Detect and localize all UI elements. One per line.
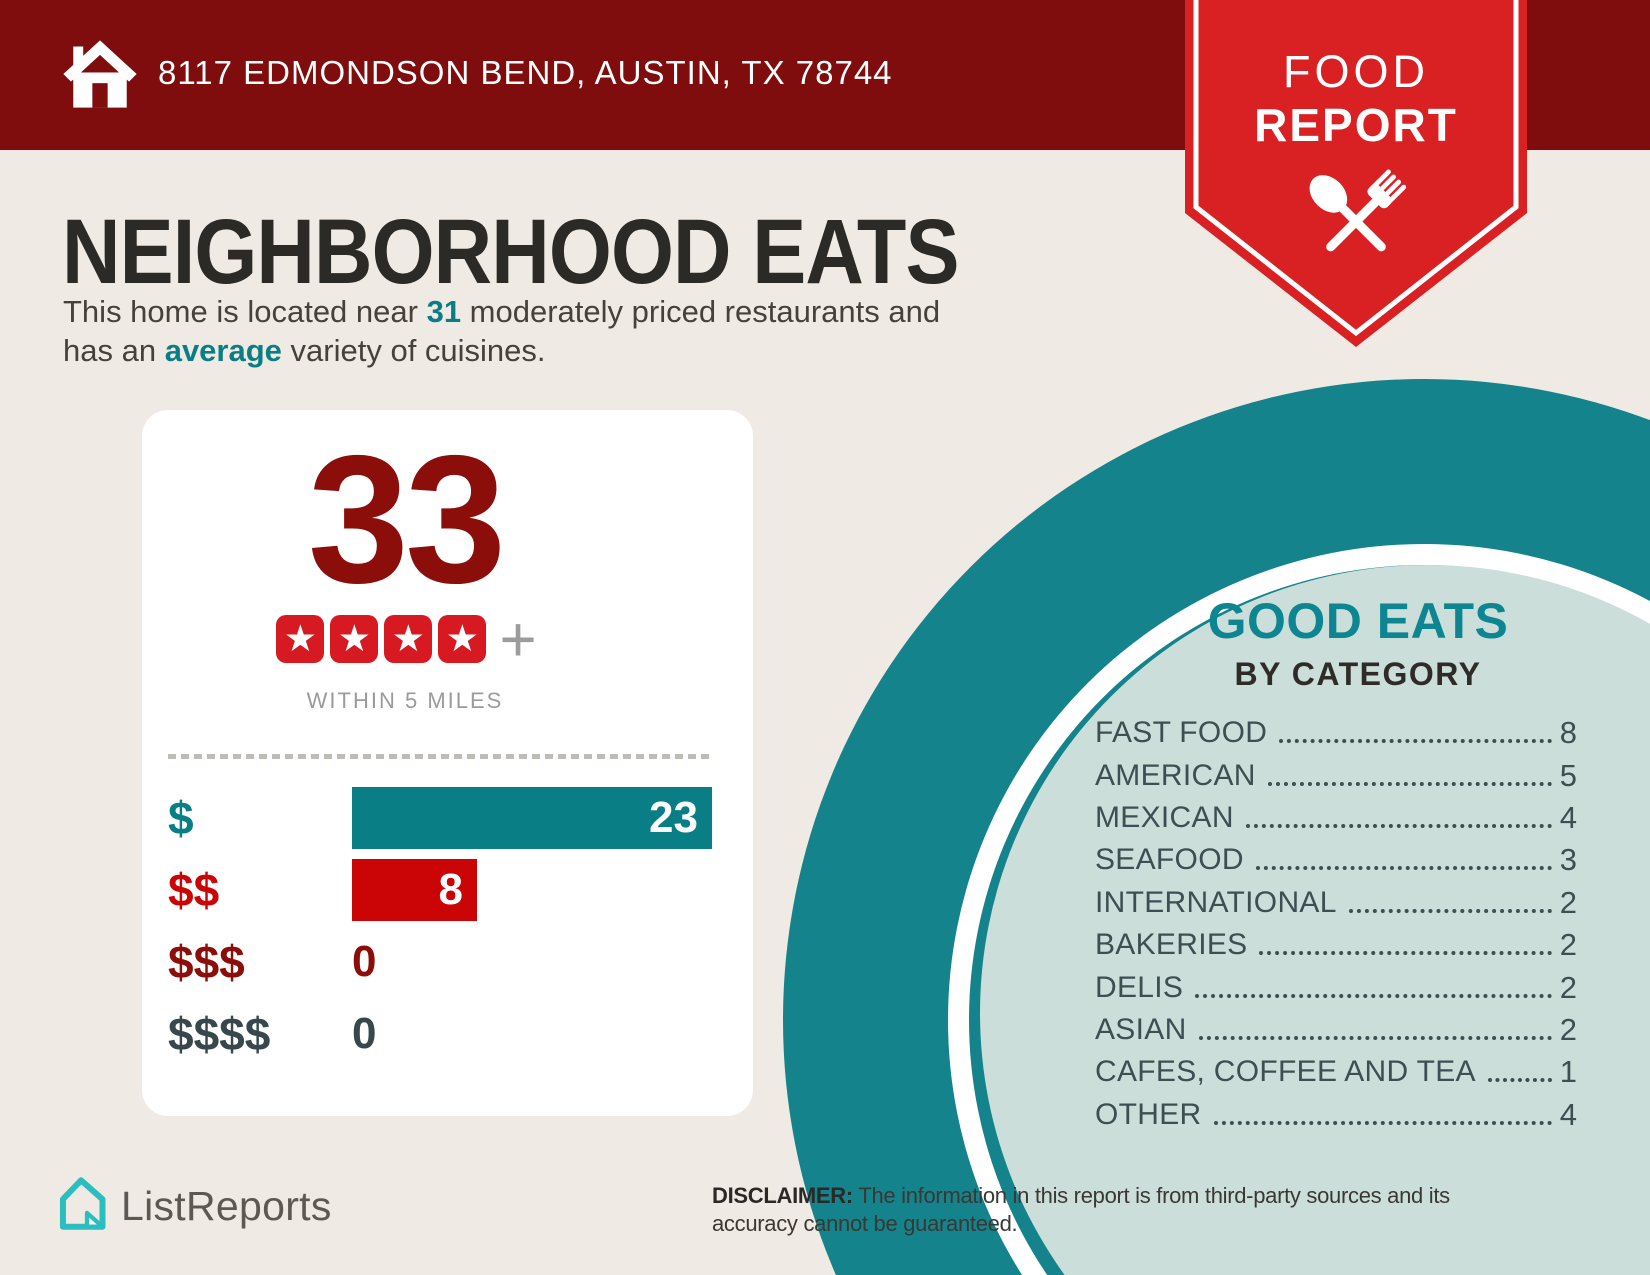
price-value: 0 (352, 937, 377, 986)
disclaimer-line2: accuracy cannot be guaranteed. (712, 1211, 1018, 1236)
category-label: SEAFOOD (1095, 843, 1244, 877)
intro-text-part2: moderately priced restaurants and (461, 294, 941, 329)
price-value: 23 (649, 793, 698, 842)
dotted-leader (1255, 866, 1552, 871)
category-value: 2 (1559, 884, 1577, 920)
price-row: $ 23 (168, 782, 728, 854)
restaurant-count-inline: 31 (426, 294, 462, 329)
dotted-leader (1487, 1078, 1552, 1083)
category-label: OTHER (1095, 1097, 1202, 1131)
list-item: INTERNATIONAL 2 (1095, 882, 1577, 924)
price-label: $$$ (168, 936, 245, 988)
intro-text-part1: This home is located near (63, 294, 427, 329)
dotted-leader (1195, 993, 1552, 998)
price-bar: 23 (352, 787, 712, 849)
category-value: 4 (1559, 1096, 1577, 1132)
disclaimer-text: DISCLAIMER: The information in this repo… (712, 1182, 1572, 1238)
food-report-ribbon: FOOD REPORT (1185, 0, 1527, 352)
price-label: $ (168, 792, 194, 844)
category-label: DELIS (1095, 970, 1184, 1004)
price-label: $$$$ (168, 1008, 271, 1060)
variety-highlight: average (164, 333, 282, 368)
list-item: ASIAN 2 (1095, 1009, 1577, 1051)
home-icon (58, 34, 142, 119)
ribbon-title-line2: REPORT (1254, 99, 1458, 151)
intro-text-part3: has an (63, 333, 165, 368)
category-value: 3 (1559, 842, 1577, 878)
price-row: $$$$ 0 (168, 998, 728, 1070)
disclaimer-line1: The information in this report is from t… (852, 1183, 1450, 1208)
list-item: SEAFOOD 3 (1095, 839, 1577, 881)
price-level-chart: $ 23 $$ 8 $$$ 0 $$$$ 0 (168, 782, 728, 1070)
star-icon: ★ (330, 615, 379, 663)
star-icon: ★ (384, 615, 433, 663)
restaurant-count: 33 (307, 417, 506, 621)
disclaimer-label: DISCLAIMER: (712, 1183, 853, 1208)
list-item: OTHER 4 (1095, 1094, 1577, 1136)
category-value: 2 (1559, 969, 1577, 1005)
dotted-leader (1213, 1120, 1552, 1125)
price-bar: 0 (352, 1003, 376, 1065)
category-value: 1 (1559, 1054, 1577, 1090)
list-item: AMERICAN 5 (1095, 754, 1577, 796)
price-label: $$ (168, 864, 220, 916)
list-item: FAST FOOD 8 (1095, 712, 1577, 754)
listreports-house-icon (55, 1176, 107, 1236)
list-item: DELIS 2 (1095, 966, 1577, 1008)
price-value: 0 (352, 1009, 377, 1058)
good-eats-subtitle: BY CATEGORY (1234, 656, 1482, 692)
list-item: CAFES, COFFEE AND TEA 1 (1095, 1051, 1577, 1093)
list-item: MEXICAN 4 (1095, 797, 1577, 839)
category-value: 2 (1559, 927, 1577, 963)
listreports-logo: ListReports (55, 1176, 332, 1236)
intro-text-part4: variety of cuisines. (281, 333, 546, 368)
star-icon: ★ (276, 615, 325, 663)
dashed-divider (168, 754, 710, 759)
good-eats-title: GOOD EATS (1207, 593, 1509, 649)
category-value: 8 (1559, 715, 1577, 751)
star-rating: ★ ★ ★ ★ + (142, 603, 668, 675)
category-label: MEXICAN (1095, 800, 1234, 834)
ribbon-title-line1: FOOD (1283, 46, 1429, 97)
restaurant-summary-card: 33 ★ ★ ★ ★ + WITHIN 5 MILES $ 23 $$ 8 $$$ 0 … (142, 410, 753, 1116)
category-label: FAST FOOD (1095, 716, 1268, 750)
price-value: 8 (438, 865, 463, 914)
price-row: $$$ 0 (168, 926, 728, 998)
price-row: $$ 8 (168, 854, 728, 926)
dotted-leader (1259, 951, 1552, 956)
intro-text: This home is located near 31 moderately … (63, 292, 1123, 370)
category-label: ASIAN (1095, 1012, 1187, 1046)
category-value: 2 (1559, 1011, 1577, 1047)
price-bar: 8 (352, 859, 477, 921)
category-label: AMERICAN (1095, 758, 1256, 792)
page-title: NEIGHBORHOOD EATS (62, 201, 960, 303)
good-eats-category-list: FAST FOOD 8 AMERICAN 5 MEXICAN 4 SEAFOOD 3 I… (1095, 712, 1577, 1136)
radius-label: WITHIN 5 MILES (306, 688, 504, 713)
property-address: 8117 EDMONDSON BEND, AUSTIN, TX 78744 (158, 54, 893, 91)
spoon-fork-icon (1293, 156, 1419, 287)
category-label: BAKERIES (1095, 928, 1248, 962)
listreports-brand-text: ListReports (121, 1182, 332, 1229)
star-icon: ★ (438, 615, 487, 663)
list-item: BAKERIES 2 (1095, 924, 1577, 966)
plus-icon: + (499, 603, 537, 675)
category-label: CAFES, COFFEE AND TEA (1095, 1055, 1476, 1089)
dotted-leader (1348, 908, 1552, 913)
category-label: INTERNATIONAL (1095, 885, 1337, 919)
good-eats-header: GOOD EATS BY CATEGORY (1118, 592, 1598, 693)
dotted-leader (1245, 823, 1552, 828)
dotted-leader (1198, 1035, 1552, 1040)
dotted-leader (1267, 781, 1552, 786)
category-value: 4 (1559, 799, 1577, 835)
dotted-leader (1279, 739, 1552, 744)
price-bar: 0 (352, 931, 376, 993)
category-value: 5 (1559, 757, 1577, 793)
